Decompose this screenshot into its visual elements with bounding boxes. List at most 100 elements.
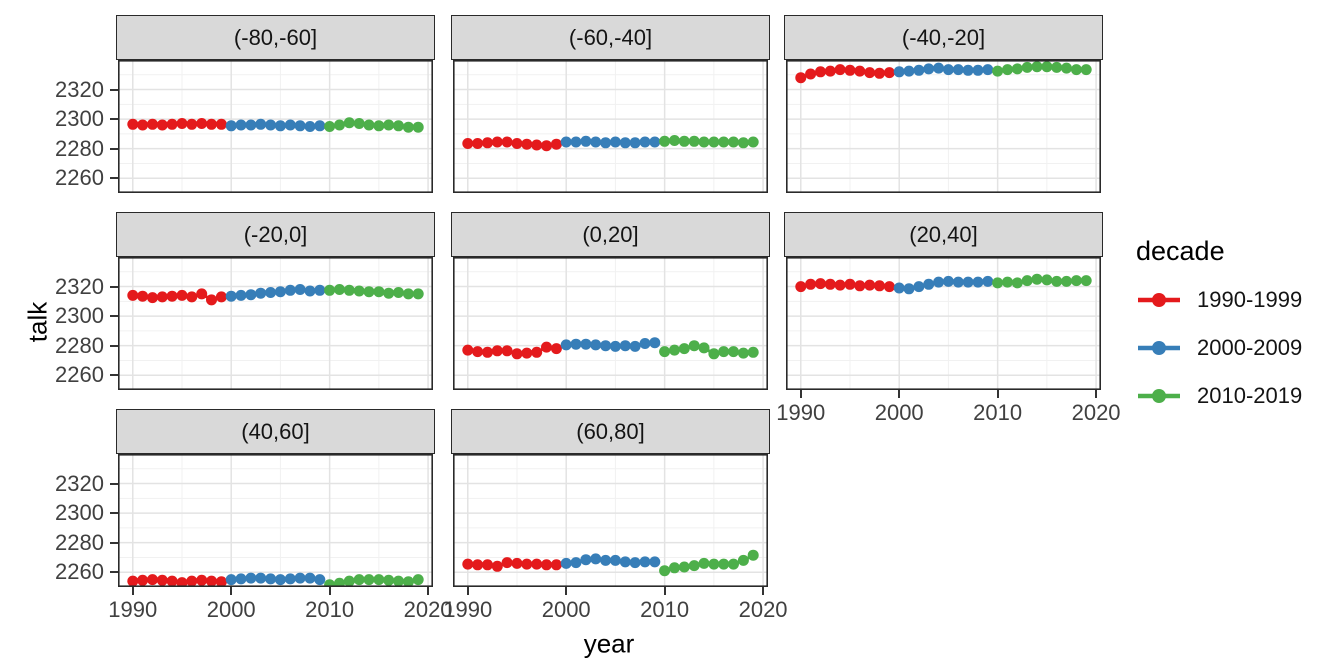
- data-point: [698, 557, 710, 569]
- data-point: [353, 118, 365, 129]
- data-point: [708, 348, 720, 360]
- data-point: [255, 118, 267, 130]
- y-tick-label: 2280: [55, 135, 104, 161]
- data-point: [402, 121, 414, 133]
- y-tick-mark: [110, 344, 118, 347]
- legend-item: 2010-2019: [1136, 383, 1302, 409]
- facet-label: (20,40]: [909, 221, 978, 247]
- data-point: [718, 346, 730, 358]
- facet-label: (-20,0]: [243, 221, 308, 247]
- data-point: [343, 284, 355, 296]
- data-point: [805, 278, 817, 290]
- data-point: [923, 278, 935, 290]
- data-point: [383, 119, 395, 131]
- data-point: [1061, 62, 1072, 74]
- y-tick-mark: [110, 541, 118, 544]
- facet-panel: [118, 257, 433, 390]
- data-point: [166, 290, 178, 302]
- data-point: [570, 557, 582, 569]
- data-point: [1070, 275, 1082, 287]
- data-point: [609, 340, 621, 352]
- data-point: [669, 562, 680, 574]
- grid-minor: [453, 60, 768, 193]
- data-point: [235, 119, 247, 131]
- x-tick-mark: [328, 587, 331, 595]
- x-tick-label: 1990: [108, 597, 158, 622]
- data-point: [728, 558, 739, 570]
- data-point: [225, 574, 237, 586]
- grid-minor: [118, 454, 433, 587]
- data-point: [196, 118, 208, 129]
- y-tick-mark: [110, 147, 118, 150]
- data-point: [972, 64, 984, 76]
- legend-item-label: 2010-2019: [1197, 383, 1303, 408]
- data-point: [412, 288, 424, 300]
- data-point: [600, 137, 612, 149]
- y-tick-mark: [110, 374, 118, 377]
- facet-strip: (40,60]: [116, 409, 435, 454]
- x-tick-mark: [565, 587, 568, 595]
- x-tick-label: 2000: [874, 400, 924, 425]
- data-point: [284, 573, 296, 585]
- series-2010-2019: [992, 61, 1092, 77]
- y-tick-mark: [110, 88, 118, 91]
- series-1990-1999: [127, 574, 227, 587]
- data-point: [215, 118, 227, 130]
- data-point: [903, 65, 915, 77]
- series-2000-2009: [560, 135, 661, 149]
- grid-major: [118, 454, 433, 587]
- data-point: [215, 291, 227, 303]
- data-point: [462, 138, 474, 149]
- x-tick-mark: [1095, 390, 1098, 398]
- data-point: [1002, 276, 1013, 288]
- data-point: [472, 559, 484, 571]
- data-point: [541, 341, 552, 353]
- data-point: [373, 120, 385, 132]
- grid-major: [118, 257, 433, 390]
- panel-border: [786, 60, 1101, 193]
- grid-major: [453, 454, 768, 587]
- data-point: [1021, 61, 1033, 73]
- data-point: [580, 554, 592, 566]
- data-point: [511, 348, 523, 360]
- data-point: [600, 554, 612, 566]
- y-tick-label: 2260: [55, 165, 104, 191]
- x-tick-mark: [466, 587, 469, 595]
- panel-border: [118, 257, 433, 390]
- data-point: [747, 136, 759, 148]
- data-point: [824, 65, 836, 77]
- data-point: [874, 280, 885, 292]
- data-point: [176, 118, 188, 129]
- series-1990-1999: [795, 278, 895, 293]
- data-point: [678, 135, 690, 147]
- data-point: [156, 119, 168, 131]
- data-point: [708, 136, 720, 148]
- data-point: [127, 575, 139, 587]
- data-point: [659, 346, 671, 358]
- data-point: [363, 574, 375, 586]
- data-point: [550, 138, 562, 150]
- data-point: [570, 338, 582, 350]
- data-point: [491, 345, 503, 357]
- data-point: [265, 573, 277, 585]
- data-point: [402, 288, 414, 300]
- data-point: [1070, 64, 1082, 76]
- facet-label: (40,60]: [241, 418, 310, 444]
- data-point: [659, 135, 671, 147]
- series-2010-2019: [659, 135, 759, 149]
- data-point: [225, 290, 237, 302]
- data-point: [923, 63, 935, 75]
- data-point: [1011, 63, 1023, 75]
- data-point: [393, 287, 404, 298]
- data-point: [472, 138, 484, 149]
- data-point: [864, 279, 876, 291]
- y-tick-label: 2300: [55, 106, 104, 132]
- legend-item-label: 1990-1999: [1197, 287, 1303, 312]
- series-2010-2019: [324, 574, 424, 587]
- series-2010-2019: [992, 273, 1092, 289]
- data-point: [688, 340, 700, 352]
- legend-key-icon: [1138, 389, 1180, 403]
- data-point: [265, 287, 277, 298]
- data-point: [982, 275, 994, 287]
- facet-panel: [786, 257, 1101, 390]
